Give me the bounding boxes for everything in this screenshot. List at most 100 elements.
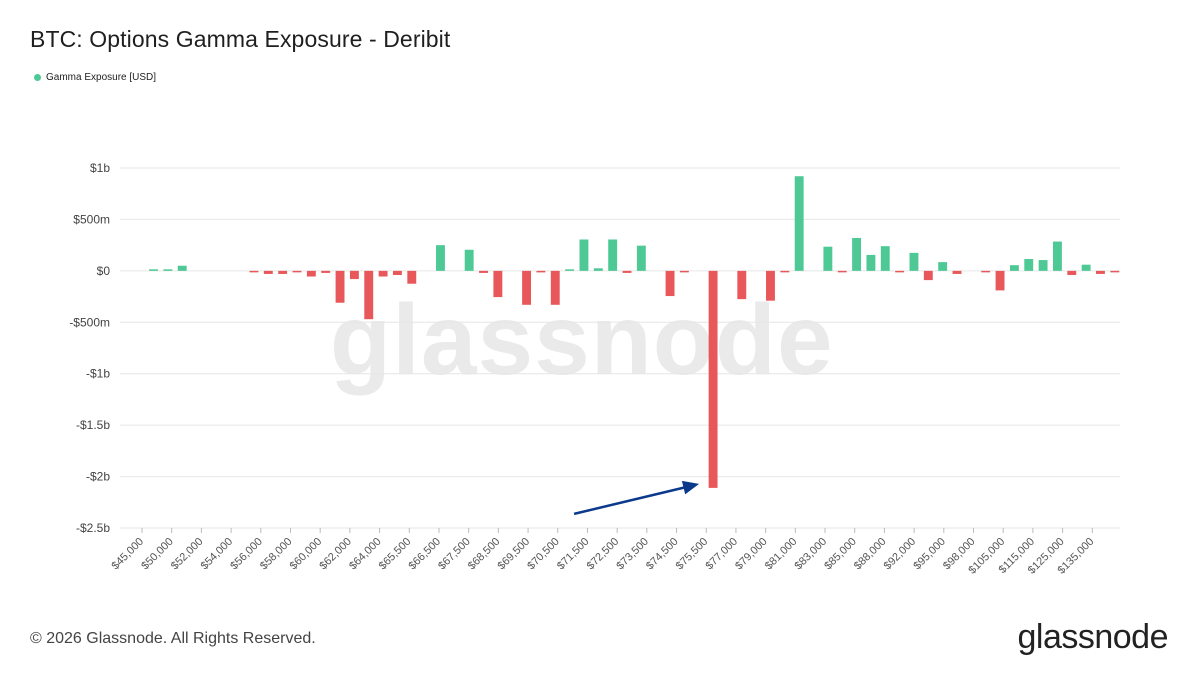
bar	[923, 270, 933, 281]
bar	[909, 252, 919, 271]
bar	[1009, 265, 1019, 271]
bar	[952, 270, 962, 274]
x-tick-label: $77,000	[703, 536, 740, 573]
x-tick-label: $68,500	[466, 536, 503, 573]
y-tick-label: -$2b	[86, 470, 110, 484]
bar	[364, 270, 374, 320]
legend-marker	[34, 74, 41, 81]
bar	[579, 239, 589, 271]
bar	[1067, 270, 1077, 275]
bar	[852, 237, 862, 271]
x-tick-label: $95,000	[911, 536, 948, 573]
x-tick-label: $60,000	[288, 536, 325, 573]
y-tick-label: -$2.5b	[76, 521, 110, 535]
chart-title: BTC: Options Gamma Exposure - Deribit	[30, 26, 451, 52]
bar	[823, 246, 833, 271]
bar	[1096, 270, 1105, 274]
annotation-arrowhead	[681, 480, 700, 495]
x-tick-label: $66,500	[406, 536, 443, 573]
x-tick-label: $67,500	[436, 536, 473, 573]
x-tick-label: $64,000	[347, 536, 384, 573]
copyright-notice: © 2026 Glassnode. All Rights Reserved.	[30, 630, 316, 647]
x-tick-label: $56,000	[228, 536, 265, 573]
bar	[708, 270, 718, 488]
x-tick-label: $92,000	[882, 536, 919, 573]
bar	[177, 265, 187, 271]
x-tick-label: $62,000	[317, 536, 354, 573]
bar	[665, 270, 675, 297]
x-tick-label: $50,000	[139, 536, 176, 573]
x-tick-label: $73,500	[614, 536, 651, 573]
x-tick-label: $72,500	[585, 536, 622, 573]
bar	[536, 270, 546, 273]
bar	[306, 270, 316, 277]
bar	[866, 254, 876, 271]
y-tick-label: -$1.5b	[76, 418, 110, 432]
x-tick-label: $88,000	[852, 536, 889, 573]
bar	[1052, 241, 1062, 271]
bar	[249, 270, 259, 273]
bar	[679, 270, 689, 273]
bar	[565, 269, 575, 271]
y-tick-label: -$500m	[69, 315, 110, 329]
y-tick-label: -$1b	[86, 367, 110, 381]
bar	[163, 269, 173, 271]
bar	[335, 270, 345, 303]
x-tick-label: $54,000	[199, 536, 236, 573]
x-tick-label: $58,000	[258, 536, 295, 573]
bar	[479, 270, 488, 273]
x-tick-label: $65,500	[377, 536, 414, 573]
bar	[837, 270, 847, 273]
y-tick-label: $0	[97, 264, 111, 278]
bar	[550, 270, 560, 305]
bar	[378, 270, 388, 277]
glassnode-logo: glassnode	[1017, 618, 1168, 656]
bar	[1024, 259, 1034, 271]
bar	[263, 270, 273, 274]
y-tick-label: $500m	[73, 212, 110, 226]
bar	[522, 270, 532, 305]
bar	[392, 270, 402, 275]
x-tick-label: $75,500	[674, 536, 711, 573]
x-tick-label: $85,000	[822, 536, 859, 573]
bar	[464, 249, 474, 271]
bar	[278, 270, 288, 274]
bar	[1110, 270, 1120, 273]
bar	[321, 270, 331, 273]
x-tick-label: $74,500	[644, 536, 681, 573]
y-tick-label: $1b	[90, 161, 110, 175]
x-tick-label: $81,000	[763, 536, 800, 573]
watermark: glassnode	[330, 284, 834, 396]
bar	[436, 245, 445, 271]
bar	[766, 270, 775, 301]
legend: Gamma Exposure [USD]	[34, 72, 156, 83]
x-tick-label: $83,000	[793, 536, 830, 573]
bar	[737, 270, 747, 300]
bar	[1038, 260, 1048, 271]
bar	[149, 269, 158, 271]
bar	[622, 270, 632, 273]
x-tick-label: $79,000	[733, 536, 770, 573]
bar	[593, 268, 603, 271]
x-tick-label: $52,000	[169, 536, 206, 573]
bar	[995, 270, 1005, 291]
bar	[981, 270, 991, 273]
bar	[880, 246, 890, 271]
bar	[1081, 264, 1091, 271]
bar	[349, 270, 359, 280]
bar	[938, 262, 948, 271]
bar	[794, 176, 804, 271]
x-tick-label: $70,500	[525, 536, 562, 573]
bar	[895, 270, 905, 273]
bar	[407, 270, 417, 284]
legend-label: Gamma Exposure [USD]	[46, 72, 157, 83]
bar	[292, 270, 302, 273]
bar	[608, 239, 618, 271]
bar	[636, 245, 646, 271]
bar	[493, 270, 503, 298]
x-tick-label: $45,000	[110, 536, 147, 573]
x-tick-label: $69,500	[496, 536, 533, 573]
x-tick-label: $71,500	[555, 536, 592, 573]
bar	[780, 270, 790, 273]
